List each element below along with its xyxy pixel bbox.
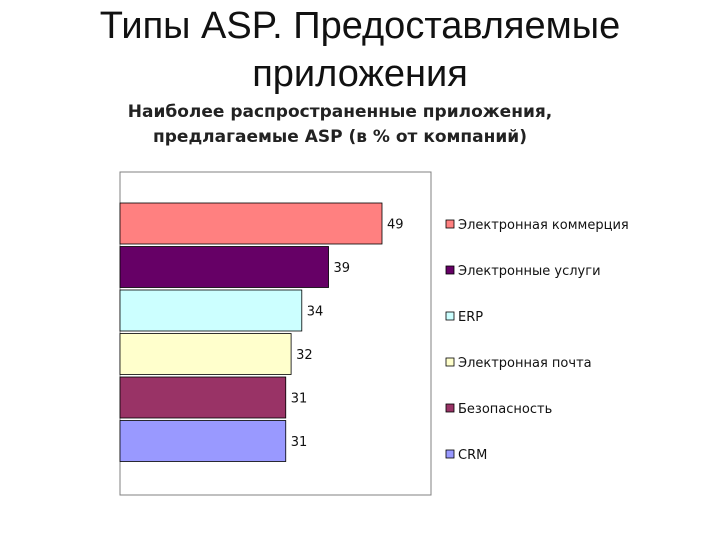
- legend-item-label: ERP: [458, 310, 483, 325]
- bar-5: [119, 376, 287, 419]
- bar-value-label: 34: [307, 305, 324, 320]
- legend-item-label: Электронная коммерция: [458, 218, 629, 233]
- legend-swatch: [445, 357, 455, 367]
- legend-item-label: Безопасность: [458, 402, 552, 417]
- bars-group: 49 39 34 32 31 31: [119, 202, 404, 462]
- legend-swatch: [445, 219, 455, 229]
- slide-title-line1: Типы ASP. Предоставляемые: [99, 5, 621, 47]
- chart-title-line1: Наиболее распространенные приложения,: [127, 102, 553, 122]
- legend-item-label: CRM: [458, 448, 487, 463]
- bar-6: [119, 420, 287, 462]
- legend-item-label: Электронная почта: [458, 356, 592, 371]
- legend: Электронная коммерция Электронные услуги E…: [445, 218, 629, 463]
- slide-title: Типы ASP. Предоставляемые приложения: [60, 2, 660, 98]
- bar-value-label: 39: [334, 261, 351, 276]
- legend-swatch: [445, 403, 455, 413]
- bar-1: [119, 202, 383, 245]
- slide-title-line2: приложения: [252, 53, 468, 95]
- bar-4: [119, 333, 292, 375]
- legend-swatch: [445, 311, 455, 321]
- legend-swatch: [445, 265, 455, 275]
- bar-3: [119, 289, 303, 332]
- bar-value-label: 32: [296, 348, 313, 363]
- bar-value-label: 31: [291, 392, 308, 407]
- bar-value-label: 31: [291, 435, 308, 450]
- chart-title: Наиболее распространенные приложения, пр…: [120, 100, 560, 150]
- legend-swatch: [445, 449, 455, 459]
- bar-2: [119, 246, 329, 288]
- chart-title-line2: предлагаемые ASP (в % от компаний): [153, 127, 527, 147]
- legend-item-label: Электронные услуги: [458, 264, 601, 279]
- bar-value-label: 49: [387, 218, 404, 233]
